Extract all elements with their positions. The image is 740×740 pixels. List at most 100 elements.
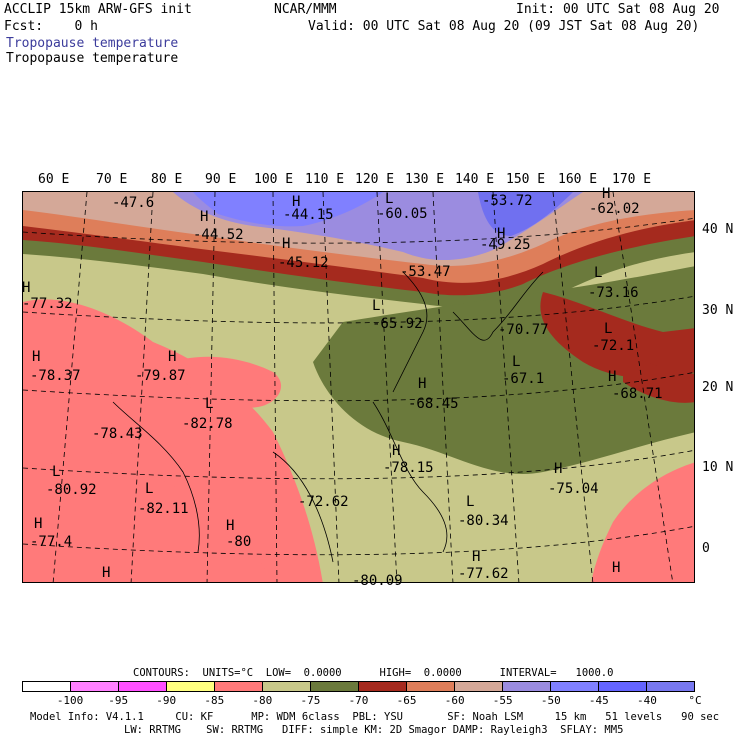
longitude-label: 110 E — [305, 172, 345, 187]
color-scale-swatch — [263, 682, 311, 691]
color-scale-tick-label: -100 — [56, 694, 84, 707]
high-center-marker: H — [602, 186, 611, 202]
field-name-shaded: Tropopause temperature — [6, 36, 179, 51]
latitude-label: 0 — [702, 541, 710, 556]
high-center-marker: H — [102, 565, 111, 581]
center-value-label: -45.12 — [278, 255, 329, 271]
center-value-label: -68.71 — [612, 386, 663, 402]
center-value-label: -73.16 — [588, 285, 639, 301]
low-center-marker: L — [205, 396, 214, 412]
color-scale-swatch — [167, 682, 215, 691]
high-center-marker: H — [392, 443, 401, 459]
high-center-marker: H — [282, 236, 291, 252]
color-scale-tick-label: -90 — [156, 694, 177, 707]
color-scale-tick-label: -75 — [300, 694, 321, 707]
center-value-label: -78.43 — [92, 426, 143, 442]
low-center-marker: L — [594, 265, 603, 281]
center-value-label: -62.02 — [589, 201, 640, 217]
center-value-label: -72.1 — [592, 338, 635, 354]
longitude-label: 80 E — [151, 172, 183, 187]
center-value-label: -44.52 — [193, 227, 244, 243]
header-init-time: Init: 00 UTC Sat 08 Aug 20 — [516, 2, 720, 17]
longitude-label: 170 E — [612, 172, 652, 187]
longitude-label: 140 E — [455, 172, 495, 187]
high-center-marker: H — [497, 226, 506, 242]
color-scale-swatch — [647, 682, 694, 691]
high-center-marker: H — [472, 549, 481, 565]
low-center-marker: L — [52, 464, 61, 480]
header-valid-time: Valid: 00 UTC Sat 08 Aug 20 (09 JST Sat … — [308, 19, 700, 34]
center-value-label: -78.37 — [30, 368, 81, 384]
high-center-marker: H — [418, 376, 427, 392]
latitude-label: 40 N — [702, 222, 734, 237]
longitude-label: 150 E — [506, 172, 546, 187]
center-value-label: -44.15 — [283, 207, 334, 223]
high-center-marker: H — [608, 369, 617, 385]
high-center-marker: H — [226, 518, 235, 534]
low-center-marker: L — [385, 191, 394, 207]
center-value-label: -49.25 — [480, 237, 531, 253]
color-scale-swatch — [119, 682, 167, 691]
color-scale-swatch — [23, 682, 71, 691]
center-value-label: -80.92 — [46, 482, 97, 498]
physics-info-line: LW: RRTMG SW: RRTMG DIFF: simple KM: 2D … — [124, 724, 624, 736]
color-scale-tick-label: °C — [688, 694, 702, 707]
color-scale-tick-label: -55 — [492, 694, 513, 707]
model-info-line: Model Info: V4.1.1 CU: KF MP: WDM 6class… — [30, 711, 720, 723]
center-value-label: -75.04 — [548, 481, 599, 497]
color-scale-swatch — [407, 682, 455, 691]
longitude-label: 100 E — [254, 172, 294, 187]
center-value-label: -80 — [226, 534, 252, 550]
latitude-label: 20 N — [702, 380, 734, 395]
color-scale-tick-label: -85 — [204, 694, 225, 707]
center-value-label: -78.15 — [383, 460, 434, 476]
header-center-title: NCAR/MMM — [274, 2, 337, 17]
center-value-label: -79.87 — [135, 368, 186, 384]
center-value-label: -53.72 — [482, 193, 533, 209]
color-scale-swatch — [551, 682, 599, 691]
color-scale-tick-label: -60 — [444, 694, 465, 707]
color-scale-tick-label: -45 — [588, 694, 609, 707]
center-value-label: -53.47 — [400, 264, 451, 280]
center-value-label: -77.32 — [22, 296, 73, 312]
high-center-marker: H — [32, 349, 41, 365]
color-scale-tick-label: -50 — [540, 694, 561, 707]
latitude-label: 10 N — [702, 460, 734, 475]
color-scale-tick-label: -95 — [108, 694, 129, 707]
color-scale-swatch — [455, 682, 503, 691]
longitude-label: 60 E — [38, 172, 70, 187]
low-center-marker: L — [604, 321, 613, 337]
high-center-marker: H — [34, 516, 43, 532]
color-scale-tick-label: -65 — [396, 694, 417, 707]
center-value-label: -82.11 — [138, 501, 189, 517]
high-center-marker: H — [554, 461, 563, 477]
color-scale-swatch — [503, 682, 551, 691]
high-center-marker: H — [612, 560, 621, 576]
color-scale-bar — [22, 681, 695, 692]
longitude-label: 90 E — [205, 172, 237, 187]
color-scale-swatch — [359, 682, 407, 691]
low-center-marker: L — [372, 298, 381, 314]
center-value-label: -77.62 — [458, 566, 509, 582]
color-scale-swatch — [311, 682, 359, 691]
color-scale-tick-label: -70 — [348, 694, 369, 707]
header-left-title: ACCLIP 15km ARW-GFS init — [4, 2, 192, 17]
color-scale-tick-label: -40 — [636, 694, 657, 707]
high-center-marker: H — [200, 209, 209, 225]
color-scale-swatch — [71, 682, 119, 691]
field-name-contour: Tropopause temperature — [6, 51, 179, 66]
color-scale-swatch — [215, 682, 263, 691]
center-value-label: -65.92 — [372, 316, 423, 332]
low-center-marker: L — [145, 481, 154, 497]
longitude-label: 70 E — [96, 172, 128, 187]
latitude-label: 30 N — [702, 303, 734, 318]
center-value-label: -80.09 — [352, 573, 403, 589]
longitude-label: 160 E — [558, 172, 598, 187]
center-value-label: -47.6 — [112, 195, 155, 211]
tropopause-temperature-map — [22, 191, 695, 583]
center-value-label: -77.4 — [30, 534, 73, 550]
high-center-marker: H — [168, 349, 177, 365]
center-value-label: -68.45 — [408, 396, 459, 412]
center-value-label: -80.34 — [458, 513, 509, 529]
color-scale-swatch — [599, 682, 647, 691]
